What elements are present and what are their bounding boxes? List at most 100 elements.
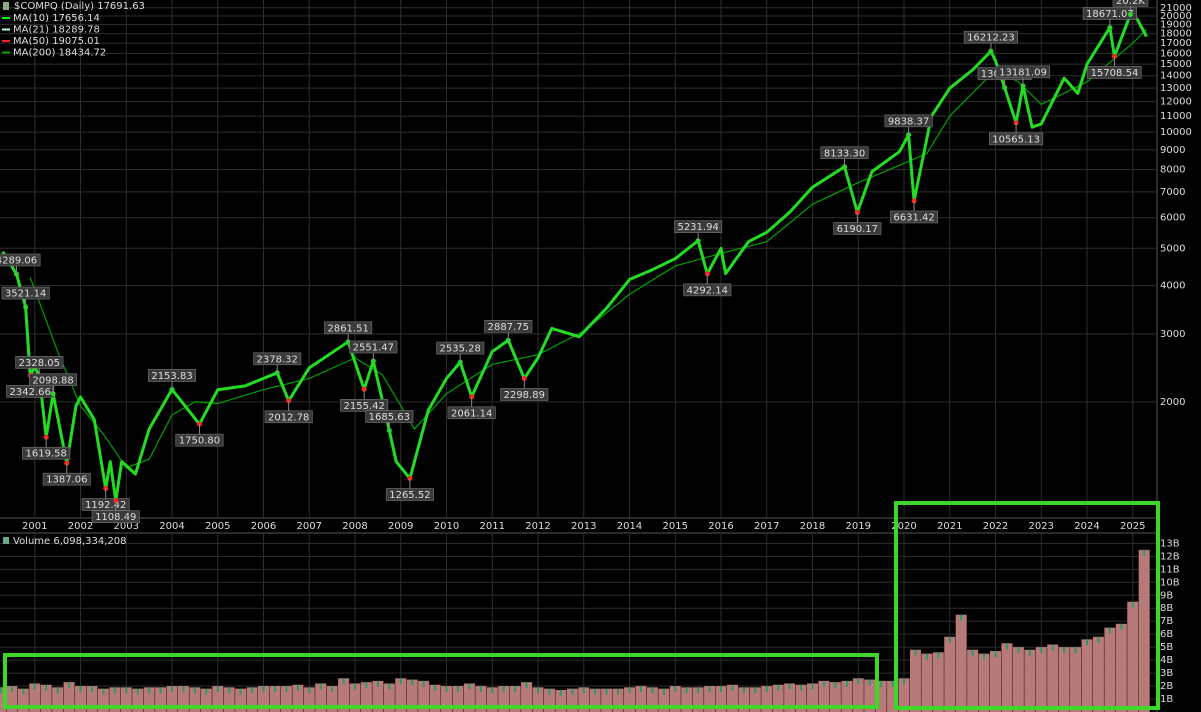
volume-tip bbox=[216, 686, 219, 693]
volume-tip bbox=[68, 682, 71, 689]
volume-tip bbox=[788, 683, 791, 690]
x-tick-label: 2009 bbox=[388, 521, 413, 532]
volume-bar bbox=[624, 687, 636, 712]
annotation-label: 5231.94 bbox=[677, 222, 718, 233]
volume-tip bbox=[296, 684, 299, 691]
volume-bar bbox=[280, 686, 292, 712]
volume-tip bbox=[365, 682, 368, 689]
volume-bar bbox=[200, 688, 212, 712]
x-tick-label: 2024 bbox=[1074, 521, 1099, 532]
annotation-label: 9838.37 bbox=[888, 116, 929, 127]
volume-bar bbox=[166, 686, 178, 712]
annotation-label: 16212.23 bbox=[967, 33, 1015, 44]
volume-bar bbox=[1012, 647, 1024, 712]
volume-tip bbox=[422, 680, 425, 687]
annotation-label: 2155.42 bbox=[343, 401, 384, 412]
legend-entry: MA(10) 17656.14 bbox=[13, 13, 100, 24]
annotation-box bbox=[148, 369, 197, 382]
volume-bar bbox=[132, 688, 144, 712]
legend-entry: MA(50) 19075.01 bbox=[13, 36, 100, 47]
volume-bar bbox=[1127, 601, 1139, 712]
volume-tip bbox=[193, 687, 196, 694]
volume-bar bbox=[258, 686, 270, 712]
y-tick-label: 11000 bbox=[1160, 111, 1192, 122]
volume-bar bbox=[944, 636, 956, 712]
volume-bar bbox=[829, 682, 841, 712]
volume-bar bbox=[841, 680, 853, 712]
volume-bar bbox=[612, 688, 624, 712]
volume-tip bbox=[1086, 639, 1089, 646]
y-tick-label: 14000 bbox=[1160, 71, 1192, 82]
legend-value: 19075.01 bbox=[52, 36, 100, 47]
volume-tip bbox=[1051, 644, 1054, 651]
annotation-label: 20.2K bbox=[1116, 0, 1145, 7]
x-tick-label: 2008 bbox=[342, 521, 367, 532]
y-tick-label: 17000 bbox=[1160, 38, 1192, 49]
annotation-box bbox=[447, 406, 496, 420]
volume-tip bbox=[571, 688, 574, 695]
annotation-box bbox=[988, 132, 1044, 146]
volume-tip bbox=[777, 684, 780, 691]
volume-bar bbox=[681, 687, 693, 712]
y-tick-label: 8B bbox=[1160, 603, 1173, 614]
y-tick-label: 4B bbox=[1160, 655, 1173, 666]
x-tick-label: 2023 bbox=[1029, 521, 1054, 532]
x-tick-label: 2006 bbox=[251, 521, 276, 532]
annotation-box bbox=[500, 388, 549, 401]
volume-bar bbox=[852, 678, 864, 712]
volume-tip bbox=[822, 680, 825, 687]
volume-tip bbox=[525, 682, 528, 689]
annotation-label: 2153.83 bbox=[151, 371, 192, 382]
volume-tip bbox=[159, 687, 162, 694]
x-tick-label: 2015 bbox=[663, 521, 688, 532]
volume-tip bbox=[125, 687, 128, 694]
volume-bar bbox=[155, 687, 167, 712]
annotation-label: 4292.14 bbox=[687, 285, 728, 296]
y-tick-label: 9B bbox=[1160, 590, 1173, 601]
y-tick-label: 3B bbox=[1160, 668, 1173, 679]
volume-tip bbox=[342, 678, 345, 685]
legend-entry: MA(200) 18434.72 bbox=[13, 48, 106, 59]
y-tick-label: 9000 bbox=[1160, 145, 1185, 156]
volume-tip bbox=[662, 688, 665, 695]
volume-tip bbox=[1028, 649, 1031, 656]
annotation-box bbox=[436, 341, 485, 355]
annotation-box bbox=[29, 373, 78, 387]
volume-tip bbox=[914, 649, 917, 656]
volume-bar bbox=[601, 688, 613, 712]
volume-bar bbox=[29, 683, 41, 712]
annotation-box bbox=[884, 114, 933, 128]
volume-bar bbox=[555, 689, 567, 712]
volume-bar bbox=[715, 686, 727, 712]
volume-bar bbox=[978, 653, 990, 712]
volume-tip bbox=[1108, 627, 1111, 634]
annotation-label: 15708.54 bbox=[1091, 68, 1139, 79]
chart-title: $COMPQ (Daily) 17691.63 bbox=[14, 1, 145, 12]
annotation-box bbox=[1112, 0, 1149, 7]
annotation-box bbox=[253, 352, 302, 366]
volume-bar bbox=[932, 652, 944, 712]
volume-tip bbox=[857, 678, 860, 685]
volume-tip bbox=[868, 679, 871, 686]
volume-tip bbox=[1040, 647, 1043, 654]
volume-bar bbox=[109, 687, 121, 712]
volume-tip bbox=[171, 686, 174, 693]
annotation-box bbox=[683, 283, 732, 297]
highlight-box bbox=[894, 501, 1160, 710]
title-icon bbox=[3, 2, 9, 10]
volume-bar bbox=[726, 684, 738, 712]
volume-tip bbox=[937, 652, 940, 659]
annotation-box bbox=[890, 210, 939, 224]
y-tick-label: 2B bbox=[1160, 681, 1173, 692]
y-tick-label: 20000 bbox=[1160, 11, 1192, 22]
volume-tip bbox=[376, 680, 379, 687]
volume-tip bbox=[45, 684, 48, 691]
volume-tip bbox=[1097, 636, 1100, 643]
x-tick-label: 2025 bbox=[1120, 521, 1145, 532]
volume-bar bbox=[498, 686, 510, 712]
volume-bar bbox=[452, 686, 464, 712]
annotation-label: 2378.32 bbox=[257, 354, 298, 365]
volume-tip bbox=[651, 687, 654, 694]
volume-tip bbox=[880, 680, 883, 687]
